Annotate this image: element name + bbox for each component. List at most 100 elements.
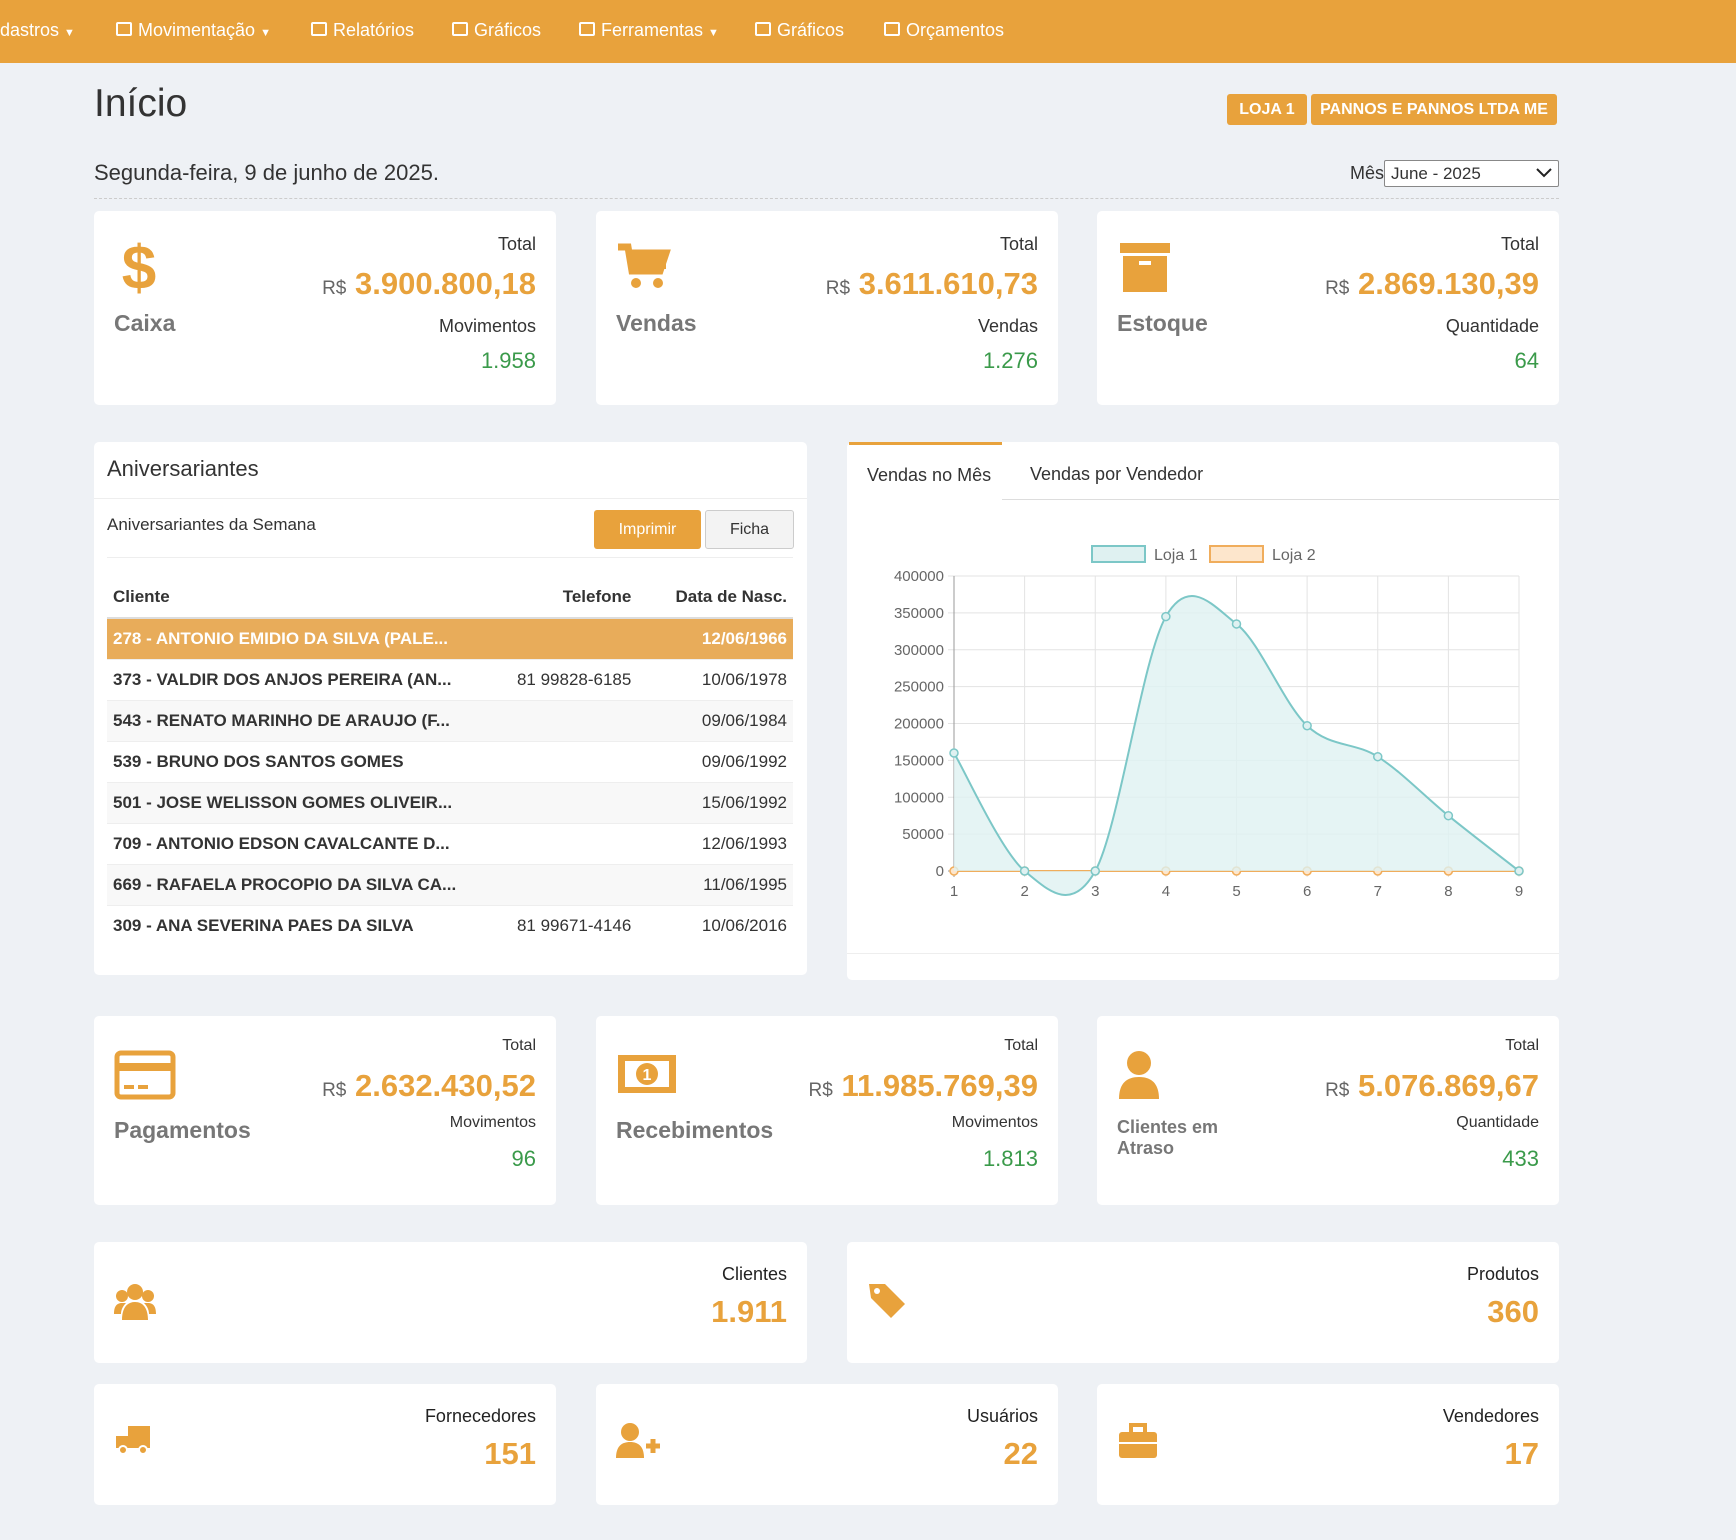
chart-panel: Vendas no Mês Vendas por Vendedor 0 50000… bbox=[847, 442, 1559, 980]
ficha-button[interactable]: Ficha bbox=[705, 510, 794, 549]
tab-line bbox=[1002, 499, 1559, 500]
badge[interactable]: PANNOS E PANNOS LTDA ME bbox=[1311, 94, 1557, 125]
cell: 09/06/1984 bbox=[701, 710, 787, 730]
table-row[interactable]: 309 - ANA SEVERINA PAES DA SILVA 81 99671… bbox=[107, 905, 793, 946]
count: 1.958 bbox=[480, 348, 536, 373]
cell: 539 - BRUNO DOS SANTOS GOMES bbox=[113, 751, 404, 771]
divider bbox=[847, 953, 1559, 954]
count-card: Vendedores 17 bbox=[1097, 1384, 1559, 1505]
summary-card: 1 Recebimentos Total R$ 11.985.769,39 Movime… bbox=[596, 1016, 1058, 1205]
card-value: 17 bbox=[1504, 1436, 1539, 1471]
table-row[interactable]: 501 - JOSE WELISSON GOMES OLIVEIR... 15/0… bbox=[107, 782, 793, 823]
cell: 10/06/1978 bbox=[701, 669, 787, 689]
currency: R$ bbox=[322, 1080, 347, 1101]
tab-active[interactable]: Vendas no Mês bbox=[849, 442, 1002, 499]
svg-text:$: $ bbox=[122, 241, 156, 297]
table-row[interactable]: 709 - ANTONIO EDSON CAVALCANTE D... 12/06… bbox=[107, 823, 793, 864]
icon-shape: $ bbox=[122, 234, 156, 303]
summary-card: Pagamentos Total R$ 2.632.430,52 Movimentos… bbox=[94, 1016, 556, 1205]
x-tick-label: 9 bbox=[1515, 883, 1523, 900]
x-tick-label: 8 bbox=[1444, 883, 1452, 900]
data-point bbox=[1373, 751, 1383, 762]
nav-item[interactable]: Gráficos bbox=[777, 20, 845, 40]
card-label: Estoque bbox=[1117, 310, 1208, 336]
cell: 309 - ANA SEVERINA PAES DA SILVA bbox=[113, 915, 414, 935]
y-tick-label: 300000 bbox=[894, 642, 944, 659]
amount-row: R$ 2.632.430,52 bbox=[322, 1068, 536, 1104]
card-label: Caixa bbox=[114, 310, 176, 336]
card-label: Vendedores bbox=[1442, 1406, 1539, 1426]
column-header: Telefone bbox=[562, 586, 632, 606]
count-card: Fornecedores 151 bbox=[94, 1384, 556, 1505]
sub-label: Quantidade bbox=[1456, 1114, 1539, 1131]
table-row[interactable]: 669 - RAFAELA PROCOPIO DA SILVA CA... 11/… bbox=[107, 864, 793, 905]
count: 1.813 bbox=[982, 1146, 1038, 1171]
icon-shape bbox=[618, 243, 671, 288]
data-point bbox=[1090, 866, 1100, 876]
table-row[interactable]: 278 - ANTONIO EMIDIO DA SILVA (PALE... 12… bbox=[107, 618, 793, 659]
series-area bbox=[954, 595, 1519, 896]
card-value: 151 bbox=[484, 1436, 536, 1471]
birthday-panel: Aniversariantes Aniversariantes da Seman… bbox=[94, 442, 807, 975]
data-point bbox=[949, 748, 959, 758]
icon-shape bbox=[1119, 1051, 1159, 1099]
legend-swatch bbox=[1091, 545, 1146, 563]
cell: 15/06/1992 bbox=[701, 792, 787, 812]
data-point bbox=[1514, 866, 1524, 876]
divider bbox=[107, 557, 793, 558]
amount-row: R$ 5.076.869,67 bbox=[1325, 1068, 1539, 1104]
nav-item[interactable]: Orçamentos bbox=[906, 20, 1005, 40]
count: 433 bbox=[1502, 1146, 1539, 1171]
amount: 3.900.800,18 bbox=[354, 266, 536, 301]
icon-shape bbox=[616, 1423, 660, 1458]
nav-icon bbox=[452, 22, 468, 36]
sub-label: Movimentos bbox=[449, 1114, 536, 1131]
nav-item[interactable]: Relatórios bbox=[333, 20, 415, 40]
nav-item[interactable]: dastros ▼ bbox=[0, 20, 75, 40]
sub-label: Movimentos bbox=[438, 316, 536, 336]
amount-row: R$ 11.985.769,39 bbox=[809, 1068, 1038, 1104]
table-row[interactable]: 373 - VALDIR DOS ANJOS PEREIRA (AN... 81 … bbox=[107, 659, 793, 700]
amount-row: R$ 3.900.800,18 bbox=[322, 266, 536, 302]
cell: 373 - VALDIR DOS ANJOS PEREIRA (AN... bbox=[113, 669, 452, 689]
print-button[interactable]: Imprimir bbox=[594, 510, 701, 549]
cell: 09/06/1992 bbox=[701, 751, 787, 771]
cell bbox=[491, 741, 637, 782]
nav-icon bbox=[116, 22, 132, 36]
amount: 2.632.430,52 bbox=[354, 1068, 536, 1103]
column-header: Cliente bbox=[113, 586, 170, 606]
nav-item[interactable]: Movimentação ▼ bbox=[138, 20, 271, 40]
card-value: 1.911 bbox=[711, 1294, 787, 1329]
card-label: Recebimentos bbox=[616, 1117, 774, 1143]
currency: R$ bbox=[1325, 278, 1350, 299]
column-header: Data de Nasc. bbox=[675, 586, 788, 606]
count: 96 bbox=[511, 1146, 536, 1171]
svg-text:1: 1 bbox=[643, 1067, 652, 1084]
chart: 0 50000 100000 150000 200000 250000 300000 3500… bbox=[894, 545, 1524, 900]
table-row[interactable]: 543 - RENATO MARINHO DE ARAUJO (F... 09/0… bbox=[107, 700, 793, 741]
amount: 3.611.610,73 bbox=[858, 266, 1038, 301]
tab-label: Vendas no Mês bbox=[867, 465, 992, 485]
cell: 669 - RAFAELA PROCOPIO DA SILVA CA... bbox=[113, 874, 457, 894]
card-label: Usuários bbox=[966, 1406, 1038, 1426]
data-point bbox=[1019, 866, 1030, 876]
table-row[interactable]: 539 - BRUNO DOS SANTOS GOMES 09/06/1992 bbox=[107, 741, 793, 782]
icon-shape bbox=[1119, 1423, 1157, 1458]
sub-label: Vendas bbox=[977, 316, 1038, 336]
card-label: Pagamentos bbox=[114, 1117, 251, 1143]
nav-icon bbox=[311, 22, 327, 36]
badge[interactable]: LOJA 1 bbox=[1227, 94, 1307, 125]
tab-label[interactable]: Vendas por Vendedor bbox=[1030, 464, 1204, 484]
icon-shape bbox=[116, 1426, 150, 1455]
data-point bbox=[1231, 619, 1242, 629]
button-label: Ficha bbox=[729, 521, 770, 538]
card-label: Vendas bbox=[616, 310, 697, 336]
cell: 12/06/1966 bbox=[701, 628, 787, 648]
nav-item[interactable]: Gráficos bbox=[474, 20, 542, 40]
legend-label: Loja 1 bbox=[1154, 547, 1198, 564]
card-label: Fornecedores bbox=[424, 1406, 536, 1426]
month-value: June - 2025 bbox=[1391, 164, 1481, 183]
nav-item[interactable]: Ferramentas ▼ bbox=[601, 20, 719, 40]
month-select[interactable]: June - 2025 bbox=[1384, 160, 1559, 187]
y-tick-label: 350000 bbox=[894, 605, 944, 622]
